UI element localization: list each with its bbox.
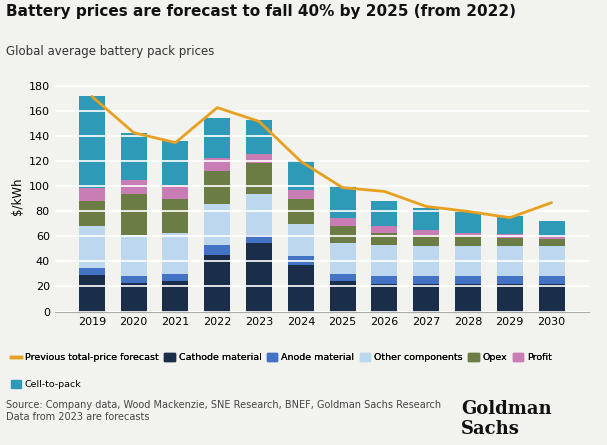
Bar	[246, 243, 272, 312]
Bar	[205, 204, 230, 245]
Bar	[371, 202, 398, 227]
Bar	[371, 284, 398, 312]
Bar	[413, 235, 439, 247]
Bar	[288, 199, 314, 224]
Bar	[497, 216, 523, 234]
Bar	[121, 180, 147, 194]
Bar	[288, 190, 314, 199]
Bar	[497, 247, 523, 276]
Bar	[121, 133, 147, 180]
Bar	[163, 185, 188, 199]
Bar	[330, 282, 356, 312]
Bar	[371, 245, 398, 276]
Bar	[330, 218, 356, 227]
Bar	[205, 245, 230, 255]
Bar	[413, 276, 439, 284]
Bar	[205, 171, 230, 204]
Bar	[455, 233, 481, 236]
Bar	[330, 243, 356, 274]
Bar	[121, 276, 147, 283]
Y-axis label: $/kWh: $/kWh	[12, 177, 24, 214]
Bar	[246, 163, 272, 194]
Bar	[538, 222, 565, 236]
Bar	[205, 255, 230, 312]
Bar	[330, 186, 356, 218]
Bar	[246, 154, 272, 163]
Bar	[330, 274, 356, 282]
Bar	[121, 194, 147, 235]
Bar	[79, 188, 105, 202]
Bar	[413, 208, 439, 230]
Legend: Cell-to-pack: Cell-to-pack	[11, 380, 82, 389]
Bar	[205, 117, 230, 158]
Bar	[288, 224, 314, 256]
Bar	[413, 284, 439, 312]
Bar	[538, 276, 565, 284]
Bar	[330, 227, 356, 243]
Bar	[371, 233, 398, 245]
Bar	[455, 276, 481, 284]
Bar	[121, 235, 147, 276]
Bar	[79, 275, 105, 312]
Bar	[79, 227, 105, 268]
Legend: Previous total-price forecast, Cathode material, Anode material, Other component: Previous total-price forecast, Cathode m…	[11, 353, 552, 362]
Bar	[538, 284, 565, 312]
Bar	[371, 227, 398, 233]
Bar	[497, 284, 523, 312]
Bar	[413, 230, 439, 235]
Bar	[497, 238, 523, 247]
Bar	[163, 142, 188, 185]
Bar	[455, 236, 481, 247]
Text: Global average battery pack prices: Global average battery pack prices	[6, 44, 214, 57]
Bar	[538, 239, 565, 247]
Bar	[288, 265, 314, 311]
Bar	[288, 256, 314, 265]
Bar	[163, 233, 188, 274]
Text: Source: Company data, Wood Mackenzie, SNE Research, BNEF, Goldman Sachs Research: Source: Company data, Wood Mackenzie, SN…	[6, 400, 441, 422]
Bar	[538, 236, 565, 239]
Bar	[455, 211, 481, 233]
Bar	[121, 283, 147, 311]
Bar	[497, 276, 523, 284]
Bar	[163, 274, 188, 282]
Bar	[497, 234, 523, 238]
Bar	[246, 194, 272, 235]
Bar	[413, 247, 439, 276]
Bar	[246, 120, 272, 154]
Bar	[79, 97, 105, 188]
Bar	[163, 282, 188, 312]
Text: Goldman
Sachs: Goldman Sachs	[461, 400, 552, 438]
Bar	[79, 268, 105, 275]
Bar	[538, 247, 565, 276]
Text: Battery prices are forecast to fall 40% by 2025 (from 2022): Battery prices are forecast to fall 40% …	[6, 4, 516, 20]
Bar	[455, 284, 481, 312]
Bar	[455, 247, 481, 276]
Bar	[246, 235, 272, 243]
Bar	[288, 162, 314, 190]
Bar	[79, 202, 105, 227]
Bar	[163, 199, 188, 233]
Bar	[371, 276, 398, 284]
Bar	[205, 158, 230, 171]
